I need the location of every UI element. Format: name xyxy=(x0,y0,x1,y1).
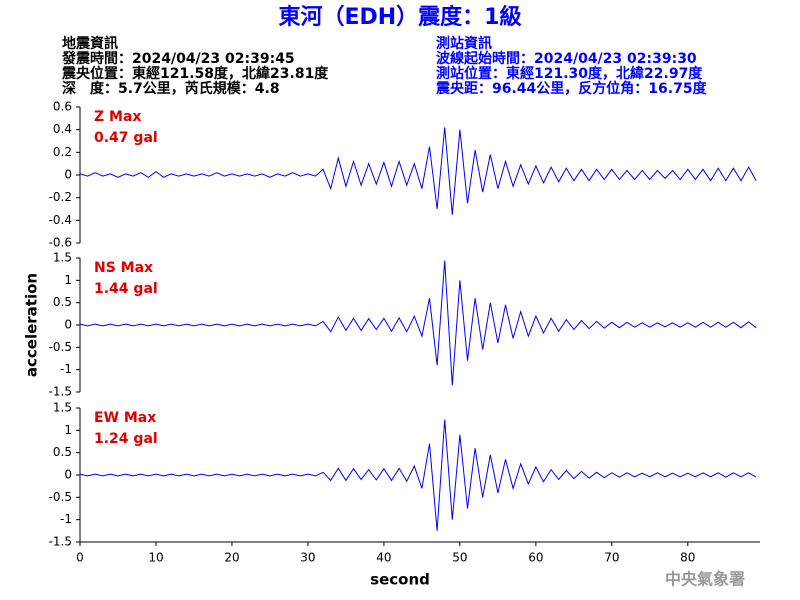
info-line: 波線起始時間：2024/04/23 02:39:30 xyxy=(436,50,697,67)
y-tick-label: 0 xyxy=(64,468,72,482)
x-tick-label: 80 xyxy=(680,551,695,565)
y-tick-label: 0 xyxy=(64,318,72,332)
info-line: 測站位置：東經121.30度，北緯22.97度 xyxy=(436,65,703,82)
y-tick-label: -0.4 xyxy=(49,213,72,227)
y-tick-label: -0.6 xyxy=(49,236,72,250)
x-axis-label: second xyxy=(370,571,430,589)
x-tick-label: 10 xyxy=(148,551,163,565)
info-line: 深 度：5.7公里，芮氏規模：4.8 xyxy=(62,80,280,97)
info-line: 發震時間：2024/04/23 02:39:45 xyxy=(61,50,295,67)
y-tick-label: 0.5 xyxy=(53,445,72,459)
info-line: 震央位置：東經121.58度，北緯23.81度 xyxy=(61,65,329,82)
chart-title: 東河（EDH）震度：1級 xyxy=(278,4,521,30)
x-tick-label: 60 xyxy=(528,551,543,565)
y-tick-label: 0.4 xyxy=(53,122,72,136)
x-tick-label: 0 xyxy=(76,551,84,565)
y-axis-label: acceleration xyxy=(23,273,41,377)
y-tick-label: 1.5 xyxy=(53,401,72,415)
y-tick-label: -0.2 xyxy=(49,190,72,204)
waveform xyxy=(79,260,757,386)
x-tick-label: 20 xyxy=(224,551,239,565)
waveform xyxy=(79,127,757,215)
waveform xyxy=(79,419,757,531)
info-line: 測站資訊 xyxy=(436,35,492,52)
annotation: 0.47 gal xyxy=(94,130,158,146)
y-tick-label: -1.5 xyxy=(49,535,72,549)
info-line: 震央距：96.44公里，反方位角：16.75度 xyxy=(435,80,708,97)
y-tick-label: 1.5 xyxy=(53,251,72,265)
annotation: Z Max xyxy=(94,109,141,125)
y-tick-label: 1 xyxy=(64,423,72,437)
x-tick-label: 30 xyxy=(300,551,315,565)
y-tick-label: 0 xyxy=(64,168,72,182)
x-tick-label: 50 xyxy=(452,551,467,565)
annotation: 1.44 gal xyxy=(94,281,158,297)
y-tick-label: -1 xyxy=(60,512,72,526)
y-tick-label: 0.5 xyxy=(53,295,72,309)
annotation: 1.24 gal xyxy=(94,431,158,447)
y-tick-label: -1.5 xyxy=(49,385,72,399)
y-tick-label: -0.5 xyxy=(49,340,72,354)
annotation: EW Max xyxy=(94,410,156,426)
y-tick-label: -0.5 xyxy=(49,490,72,504)
x-tick-label: 40 xyxy=(376,551,391,565)
info-line: 地震資訊 xyxy=(62,35,118,52)
y-tick-label: 1 xyxy=(64,273,72,287)
x-tick-label: 70 xyxy=(604,551,619,565)
y-tick-label: 0.6 xyxy=(53,100,72,114)
footer: 中央氣象署 xyxy=(665,570,745,589)
annotation: NS Max xyxy=(94,260,153,276)
y-tick-label: 0.2 xyxy=(53,145,72,159)
y-tick-label: -1 xyxy=(60,362,72,376)
